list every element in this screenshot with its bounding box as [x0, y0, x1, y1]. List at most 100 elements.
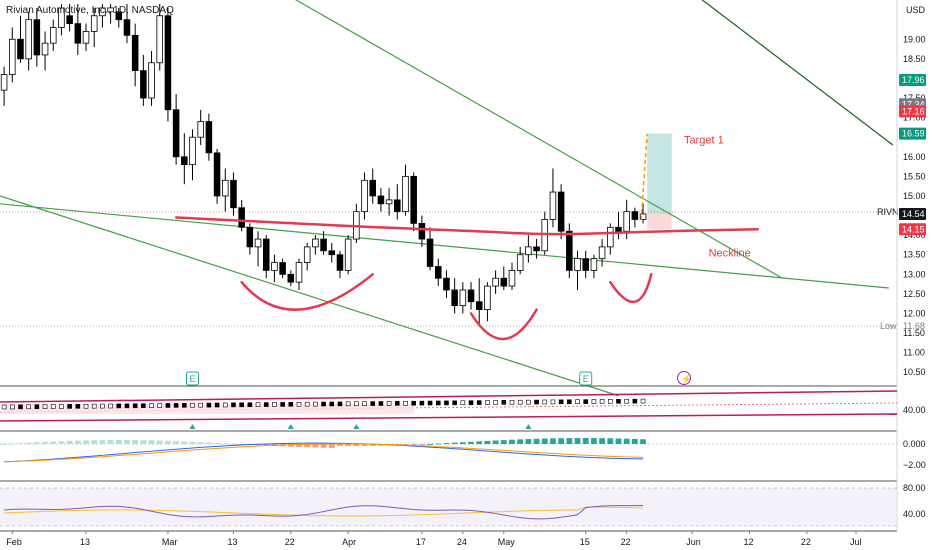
- mini-candle: [182, 403, 187, 408]
- pattern-arc: [240, 273, 374, 311]
- candle-body: [451, 289, 458, 307]
- candle-body: [99, 7, 106, 17]
- macd-bar: [328, 444, 335, 448]
- macd-bar: [345, 444, 352, 446]
- candle-body: [74, 23, 82, 44]
- candle-body: [557, 191, 565, 232]
- mini-candle: [280, 402, 285, 407]
- candle-body: [17, 38, 24, 60]
- mini-candle: [263, 402, 269, 407]
- macd-bar: [42, 441, 48, 444]
- mini-candle: [34, 404, 40, 409]
- price-badge: [899, 207, 926, 220]
- mini-candle: [550, 399, 556, 405]
- indicator-panels: 40.00 0.000 −2.00 80.00 40.00: [0, 0, 926, 532]
- macd-bar: [631, 438, 638, 444]
- candle-body: [287, 273, 295, 283]
- candle-body: [598, 246, 606, 260]
- rsi-ma: [4, 506, 644, 517]
- y-tick-label: 15.50: [903, 171, 926, 181]
- macd-bar: [623, 438, 630, 444]
- mini-candle: [222, 402, 228, 408]
- macd-bar: [230, 443, 237, 445]
- band-fill: [4, 404, 414, 414]
- mini-candle: [9, 404, 15, 410]
- candle-body: [246, 226, 254, 248]
- macd-bar: [74, 440, 81, 444]
- candle-body: [590, 258, 598, 271]
- mini-candle: [42, 404, 48, 409]
- price-badge-label: 17.96: [902, 75, 925, 85]
- macd-bar: [427, 443, 433, 445]
- x-tick-label: 17: [416, 537, 426, 547]
- price-badge: [899, 105, 926, 118]
- macd-bar: [607, 438, 614, 444]
- mini-candle: [100, 403, 105, 409]
- candle-body: [443, 277, 450, 291]
- macd-bar: [91, 440, 98, 444]
- macd-bar: [558, 438, 565, 444]
- mini-candle: [558, 399, 564, 405]
- x-tick-label: Mar: [162, 537, 178, 547]
- mini-candle: [149, 403, 154, 408]
- macd-tick: 0.000: [903, 439, 926, 449]
- candle-body: [222, 179, 229, 197]
- candle-body: [320, 238, 327, 252]
- y-tick-label: 12.00: [903, 308, 926, 318]
- time-axis[interactable]: Feb 13 Mar 13 22 Apr 17 24 May 15 22 Jun 12 22 Jul: [6, 531, 862, 547]
- candle-body: [607, 226, 614, 248]
- macd-bar: [550, 438, 556, 444]
- macd-tick: −2.00: [903, 460, 926, 470]
- macd-bar: [574, 438, 581, 444]
- mini-candle: [1, 404, 7, 410]
- trend-line: [0, 203, 889, 289]
- candle-body: [582, 258, 589, 271]
- band-upper: [0, 390, 898, 403]
- y-tick-label: 10.50: [903, 367, 926, 377]
- mini-candle: [67, 404, 72, 409]
- mini-candle: [239, 402, 244, 408]
- candle-body: [484, 285, 491, 310]
- macd-bar: [156, 440, 163, 444]
- macd-bar: [9, 443, 16, 445]
- price-axis[interactable]: 19.0018.5017.5017.0016.0015.5015.0014.00…: [877, 34, 926, 377]
- mini-candle: [345, 401, 351, 407]
- mini-candle: [517, 399, 523, 405]
- macd-bar: [304, 444, 311, 448]
- mini-candle: [493, 400, 498, 405]
- macd-bar: [132, 440, 139, 444]
- mini-candle: [50, 404, 56, 409]
- macd-bar: [582, 438, 589, 444]
- macd-bar: [640, 439, 646, 444]
- candle-body: [467, 289, 475, 303]
- macd-bar: [17, 443, 24, 445]
- candle-body: [41, 42, 49, 56]
- macd-bar: [83, 440, 89, 444]
- candle-body: [475, 301, 483, 310]
- stop-zone: [647, 213, 672, 230]
- signal-line: [4, 443, 644, 463]
- candle-body: [639, 213, 647, 220]
- panel1-tick: 40.00: [903, 405, 926, 415]
- candle-body: [189, 136, 196, 166]
- candle-body: [631, 211, 639, 220]
- macd-bar: [402, 444, 409, 445]
- candle-body: [533, 246, 540, 252]
- candle-body: [336, 254, 344, 271]
- y-tick-label: 16.00: [903, 152, 926, 162]
- projection-path: [640, 133, 648, 221]
- mini-candle: [362, 401, 367, 406]
- candle-body: [107, 7, 114, 13]
- earnings-marker-label: E: [190, 374, 196, 384]
- target-zone: [647, 133, 672, 214]
- x-tick-label: May: [498, 537, 516, 547]
- macd-bar: [500, 440, 507, 444]
- macd-bar: [353, 444, 360, 446]
- macd-bar: [181, 441, 188, 444]
- macd-bar: [25, 442, 32, 444]
- low-value: 11.68: [903, 321, 925, 331]
- candle-body: [33, 19, 41, 56]
- trend-line: [0, 195, 619, 397]
- mini-candle: [141, 403, 146, 409]
